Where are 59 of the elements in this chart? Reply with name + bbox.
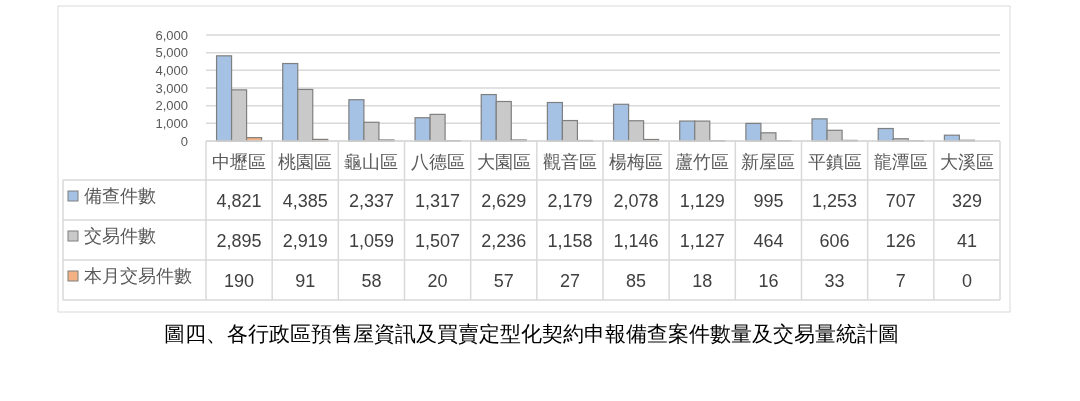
value-label: 606 xyxy=(819,231,850,251)
value-label: 58 xyxy=(361,271,382,291)
y-tick-label: 5,000 xyxy=(155,45,188,61)
value-label: 0 xyxy=(961,271,972,291)
x-tick-label: 龜山區 xyxy=(344,151,399,172)
value-label: 1,158 xyxy=(547,231,593,251)
y-tick-label: 3,000 xyxy=(155,80,188,96)
legend-label: 備查件數 xyxy=(84,186,156,206)
value-label: 190 xyxy=(224,271,255,291)
value-label: 4,385 xyxy=(282,191,328,211)
value-label: 1,146 xyxy=(613,231,659,251)
value-label: 2,919 xyxy=(282,231,328,251)
value-label: 126 xyxy=(885,231,916,251)
value-label: 27 xyxy=(559,271,580,291)
value-label: 7 xyxy=(895,271,906,291)
value-label: 18 xyxy=(692,271,713,291)
value-label: 4,821 xyxy=(216,191,262,211)
value-label: 57 xyxy=(493,271,514,291)
y-tick-label: 1,000 xyxy=(155,115,188,131)
value-label: 85 xyxy=(626,271,647,291)
value-label: 1,253 xyxy=(812,191,858,211)
y-tick-label: 4,000 xyxy=(155,62,188,78)
value-label: 1,127 xyxy=(679,231,725,251)
title: 圖四、各行政區預售屋資訊及買賣定型化契約申報備查案件數量及交易量統計圖 xyxy=(163,321,899,345)
x-tick-label: 蘆竹區 xyxy=(675,151,730,172)
y-tick-label: 6,000 xyxy=(155,27,188,43)
value-label: 1,129 xyxy=(679,191,725,211)
value-label: 995 xyxy=(753,191,784,211)
value-label: 20 xyxy=(427,271,448,291)
y-tick-label: 0 xyxy=(180,133,188,149)
value-label: 91 xyxy=(295,271,316,291)
value-label: 2,078 xyxy=(613,191,659,211)
value-label: 2,629 xyxy=(481,191,527,211)
x-tick-label: 中壢區 xyxy=(212,151,267,172)
value-label: 2,236 xyxy=(481,231,527,251)
legend-label: 交易件數 xyxy=(84,226,156,246)
value-label: 33 xyxy=(824,271,845,291)
y-tick-label: 2,000 xyxy=(155,98,188,114)
x-tick-label: 八德區 xyxy=(410,151,465,172)
value-label: 16 xyxy=(758,271,779,291)
value-label: 2,895 xyxy=(216,231,262,251)
x-tick-label: 桃園區 xyxy=(278,151,333,172)
value-label: 329 xyxy=(951,191,982,211)
x-tick-label: 新屋區 xyxy=(741,151,796,172)
x-tick-label: 觀音區 xyxy=(542,151,597,172)
x-tick-label: 大園區 xyxy=(476,151,531,172)
value-label: 1,507 xyxy=(415,231,461,251)
value-label: 707 xyxy=(885,191,916,211)
legend-label: 本月交易件數 xyxy=(84,266,192,286)
value-label: 464 xyxy=(753,231,784,251)
value-label: 2,179 xyxy=(547,191,593,211)
value-label: 2,337 xyxy=(348,191,394,211)
value-label: 1,059 xyxy=(348,231,394,251)
value-label: 41 xyxy=(956,231,977,251)
x-tick-label: 大溪區 xyxy=(939,151,994,172)
x-tick-label: 龍潭區 xyxy=(873,151,928,172)
x-tick-label: 平鎮區 xyxy=(807,151,862,172)
x-tick-label: 楊梅區 xyxy=(609,151,664,172)
value-label: 1,317 xyxy=(415,191,461,211)
